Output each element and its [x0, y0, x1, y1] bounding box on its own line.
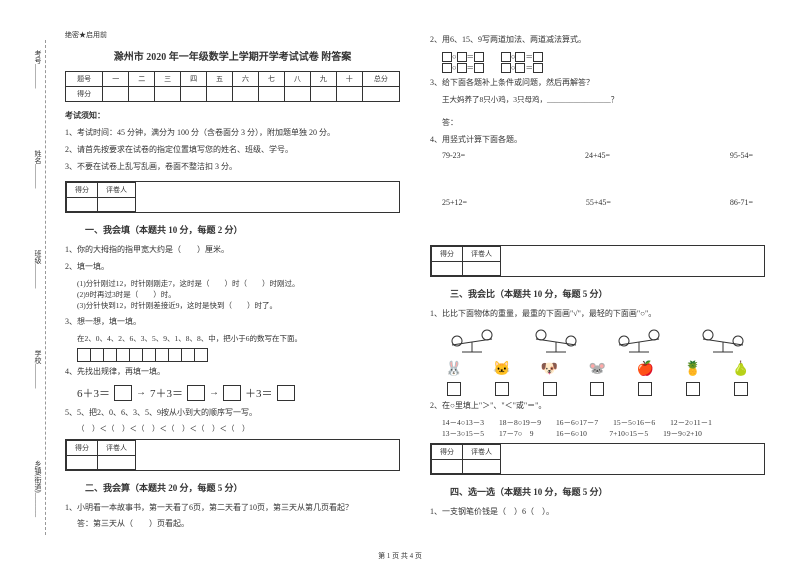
s3-q2: 2、在○里填上"＞"、"＜"或"＝"。 — [430, 400, 765, 413]
bind-town: 乡镇(街道)_______ — [33, 460, 43, 517]
check-row — [430, 382, 765, 396]
bind-kao: 考号_______ — [33, 50, 43, 89]
score-box-3: 得分评卷人 — [430, 245, 765, 277]
s3-q1: 1、比比下面物体的重量，最重的下面画"√"，最轻的下面画"○"。 — [430, 308, 765, 321]
th-score: 得分 — [66, 87, 103, 102]
fruit-row: 🐰🐱🐶🐭 🍎🍍🍐 — [430, 361, 765, 378]
exam-page: 绝密★启用前 滁州市 2020 年一年级数学上学期开学考试试卷 附答案 题号 一… — [0, 0, 800, 550]
section-4-title: 四、选一选（本题共 10 分，每题 5 分） — [450, 485, 608, 498]
section-2-title: 二、我会算（本题共 20 分，每题 5 分） — [85, 481, 243, 494]
right-column: 2、用6、15、9写两道加法、两道减法算式。 ○＝ ○＝ ○＝ ○＝ 3、给下面… — [415, 30, 780, 535]
arrow-icon: → — [136, 387, 146, 398]
s1-q5a: （ ）＜（ ）＜（ ）＜（ ）＜（ ）＜（ ） — [77, 423, 400, 434]
notice-2: 2、请首先按要求在试卷的指定位置填写您的姓名、班级、学号。 — [65, 144, 400, 157]
exam-title: 滁州市 2020 年一年级数学上学期开学考试试卷 附答案 — [65, 48, 400, 63]
bind-school: 学校_______ — [33, 350, 43, 389]
s4-q1: 1、一支钢笔价钱是（ ）6（ ）。 — [430, 506, 765, 519]
s2-q2ops: ○＝ ○＝ ○＝ ○＝ — [442, 51, 765, 74]
bind-name: 姓名_______ — [33, 150, 43, 189]
s1-q5: 5、5、把2、0、6、3、5、9按从小到大的顺序写一写。 — [65, 407, 400, 420]
s1-q2c: (3)分针快到12，时针刚差接近9，这时是快到（ ）时了。 — [77, 300, 400, 311]
s3-comp2: 13－3○15－5 17－7○ 9 16－6○10 7+10○15－5 19－9… — [442, 428, 765, 439]
section-3-title: 三、我会比（本题共 10 分，每题 5 分） — [450, 287, 608, 300]
section-1-title: 一、我会填（本题共 10 分，每题 2 分） — [85, 223, 243, 236]
calc-row-1: 79-23=24+45=95-54= — [442, 151, 753, 160]
score-box-4: 得分评卷人 — [430, 443, 765, 475]
s1-q2: 2、填一填。 — [65, 261, 400, 274]
bind-class: 班级_______ — [33, 250, 43, 289]
notice-1: 1、考试时间：45 分钟，满分为 100 分（含卷面分 3 分），附加题单独 2… — [65, 127, 400, 140]
s1-q4: 4、先找出规律，再填一填。 — [65, 366, 400, 379]
score-box-1: 得分评卷人 — [65, 181, 400, 213]
balance-icon — [447, 327, 497, 355]
s2-q4: 4、用竖式计算下面各题。 — [430, 134, 765, 147]
score-table: 题号 一 二 三 四 五 六 七 八 九 十 总分 得分 — [65, 71, 400, 102]
s1-q2b: (2)9时再过3时是（ ）时。 — [77, 289, 400, 300]
s2-q1: 1、小明看一本故事书，第一天看了6页，第二天看了10页，第三天从第几页看起？ — [65, 502, 400, 515]
s2-q3a: 王大妈养了8只小鸡，3只母鸡，_________________？ — [442, 94, 765, 105]
s3-comp1: 14－4○13－3 18－8○19－9 16－6○17－7 15－5○16－6 … — [442, 417, 765, 428]
notice-3: 3、不要在试卷上乱写乱画，卷面不整洁扣 3 分。 — [65, 161, 400, 174]
s2-q3: 3、给下面各题补上条件或问题，然后再解答？ — [430, 77, 765, 90]
s2-q2: 2、用6、15、9写两道加法、两道减法算式。 — [430, 34, 765, 47]
balance-row-1 — [430, 327, 765, 355]
equation-row: 6＋3＝ → 7＋3＝ → ＋3＝ — [77, 385, 400, 401]
answer-boxes — [77, 348, 400, 362]
fruit-icon: 🐰 — [445, 361, 462, 378]
left-column: 绝密★启用前 滁州市 2020 年一年级数学上学期开学考试试卷 附答案 题号 一… — [50, 30, 415, 535]
s2-q1a: 答：第三天从（ ）页看起。 — [77, 518, 400, 531]
s2-q3ans: 答： — [442, 117, 765, 130]
confidential-label: 绝密★启用前 — [65, 30, 400, 40]
calc-row-2: 25+12=55+45=86-71= — [442, 198, 753, 207]
binding-margin: 考号_______ 姓名_______ 班级_______ 学校_______ … — [18, 40, 46, 535]
score-box-2: 得分评卷人 — [65, 439, 400, 471]
s1-q3a: 在2、0、4、2、6、3、5、9、1、8、8、中，把小于6的数写在下面。 — [77, 333, 400, 344]
s1-q2a: (1)分针刚过12，时针刚刚走7，这时是（ ）时（ ）时刚过。 — [77, 278, 400, 289]
notice-head: 考试须知： — [65, 110, 400, 121]
s1-q1: 1、你的大拇指的指甲宽大约是（ ）厘米。 — [65, 244, 400, 257]
eq-box — [114, 385, 132, 401]
check-box — [447, 382, 461, 396]
page-footer: 第 1 页 共 4 页 — [0, 551, 800, 561]
s1-q3: 3、想一想，填一填。 — [65, 316, 400, 329]
th-num: 题号 — [66, 72, 103, 87]
